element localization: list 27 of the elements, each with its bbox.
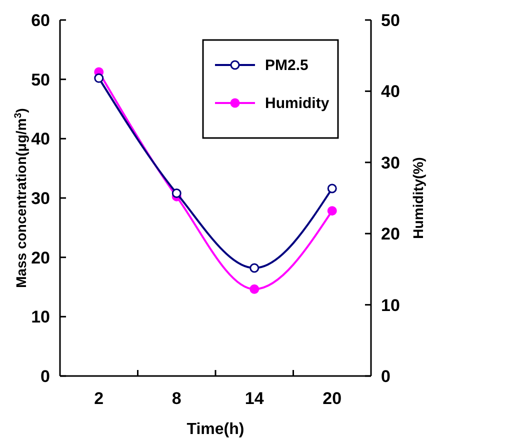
y-tick-label: 60 <box>31 11 50 30</box>
y2-tick-label: 50 <box>381 11 400 30</box>
y2-axis-title: Humidity(%) <box>410 157 426 239</box>
point <box>250 284 260 294</box>
point <box>172 188 182 198</box>
y-tick-label: 40 <box>31 130 50 149</box>
x-tick-label: 14 <box>244 389 264 408</box>
x-axis-title: Time(h) <box>186 421 244 438</box>
point <box>94 73 104 83</box>
x-tick-label: 20 <box>322 389 342 408</box>
y2-tick-label: 0 <box>381 367 390 386</box>
y2-tick-label: 10 <box>381 296 400 315</box>
y-tick-label: 10 <box>31 308 50 327</box>
y-tick-label: 20 <box>31 248 50 268</box>
y-tick-label: 30 <box>31 189 50 208</box>
y-tick-label: 50 <box>31 70 50 90</box>
x-tick-label: 8 <box>172 389 182 408</box>
legend-label: Humidity <box>265 95 330 112</box>
y-tick-label: 0 <box>40 367 50 386</box>
point <box>327 184 337 194</box>
point <box>250 263 260 273</box>
y2-tick-label: 30 <box>381 153 400 172</box>
y2-tick-label: 40 <box>381 82 400 102</box>
legend-label: PM2.5 <box>265 57 308 74</box>
point <box>327 206 337 216</box>
y2-tick-label: 20 <box>381 224 400 244</box>
x-tick-label: 2 <box>94 389 104 408</box>
